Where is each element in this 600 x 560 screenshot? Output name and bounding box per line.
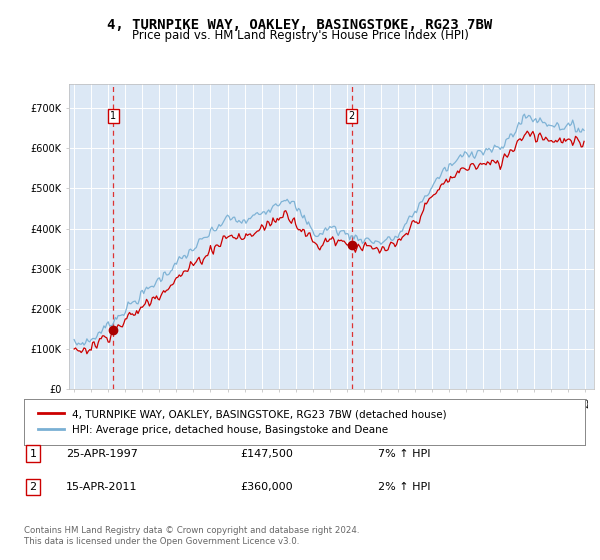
Text: Contains HM Land Registry data © Crown copyright and database right 2024.
This d: Contains HM Land Registry data © Crown c…	[24, 526, 359, 546]
Text: £147,500: £147,500	[240, 449, 293, 459]
Text: Price paid vs. HM Land Registry's House Price Index (HPI): Price paid vs. HM Land Registry's House …	[131, 29, 469, 42]
Text: 1: 1	[29, 449, 37, 459]
Text: 1: 1	[110, 111, 116, 121]
Text: 2% ↑ HPI: 2% ↑ HPI	[378, 482, 431, 492]
Text: 2: 2	[349, 111, 355, 121]
Text: 4, TURNPIKE WAY, OAKLEY, BASINGSTOKE, RG23 7BW: 4, TURNPIKE WAY, OAKLEY, BASINGSTOKE, RG…	[107, 18, 493, 32]
Text: 25-APR-1997: 25-APR-1997	[66, 449, 138, 459]
Legend: 4, TURNPIKE WAY, OAKLEY, BASINGSTOKE, RG23 7BW (detached house), HPI: Average pr: 4, TURNPIKE WAY, OAKLEY, BASINGSTOKE, RG…	[35, 406, 450, 438]
Text: 15-APR-2011: 15-APR-2011	[66, 482, 137, 492]
Text: 7% ↑ HPI: 7% ↑ HPI	[378, 449, 431, 459]
Text: 2: 2	[29, 482, 37, 492]
Text: £360,000: £360,000	[240, 482, 293, 492]
